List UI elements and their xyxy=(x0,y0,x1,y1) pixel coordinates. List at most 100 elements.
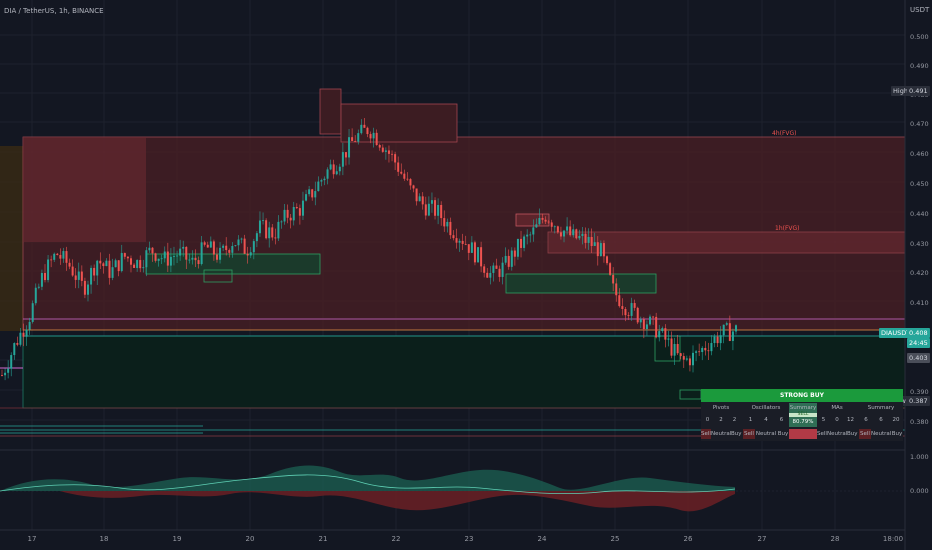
candle-body xyxy=(194,257,197,261)
green-ob-2 xyxy=(505,273,657,294)
candle-body xyxy=(274,237,277,239)
candle-body xyxy=(618,295,621,307)
candle-body xyxy=(624,308,627,316)
candle-body xyxy=(268,227,271,239)
candle-body xyxy=(581,233,584,237)
candle-body xyxy=(627,315,630,316)
pivots-buy-count: 2 xyxy=(732,417,737,423)
candle-body xyxy=(655,316,658,338)
candle-body xyxy=(4,372,7,376)
candle-body xyxy=(559,232,562,237)
candle-body xyxy=(633,303,636,308)
osc-neutral-label: Neutral xyxy=(755,431,777,437)
candle-body xyxy=(621,306,624,309)
candle-body xyxy=(136,260,139,268)
price-tick: 0.380 xyxy=(910,418,929,426)
candle-body xyxy=(246,253,249,256)
pivots-neutral-label: Neutral xyxy=(711,431,732,437)
candle-body xyxy=(50,259,53,261)
center-top: SELL xyxy=(789,412,817,417)
candle-body xyxy=(400,171,403,174)
candle-body xyxy=(16,343,19,345)
hdr-summary-center: Summary xyxy=(789,403,817,413)
mas-buy-label: Buy xyxy=(847,431,858,437)
candle-body xyxy=(645,324,648,330)
candle-body xyxy=(415,188,418,202)
time-tick: 23 xyxy=(464,535,474,543)
candle-body xyxy=(593,242,596,246)
candle-body xyxy=(169,256,172,266)
high-label: High xyxy=(891,86,910,96)
candle-body xyxy=(440,204,443,219)
candle-body xyxy=(289,217,292,221)
price-tick: 0.500 xyxy=(910,33,929,41)
candle-body xyxy=(53,253,56,260)
candle-body xyxy=(295,207,298,209)
candle-body xyxy=(25,329,28,337)
candle-body xyxy=(326,169,329,179)
candle-body xyxy=(341,152,344,167)
candle-body xyxy=(569,226,572,236)
indicator-tick-zero: 0.000 xyxy=(910,487,929,495)
candle-body xyxy=(228,250,231,253)
candle-body xyxy=(578,236,581,239)
candle-body xyxy=(99,260,102,264)
candle-body xyxy=(314,191,317,198)
candle-body xyxy=(292,207,295,221)
candle-body xyxy=(731,331,734,341)
candle-body xyxy=(464,243,467,245)
candle-body xyxy=(62,251,65,259)
candle-body xyxy=(477,247,480,263)
candle-body xyxy=(639,319,642,323)
candle-body xyxy=(163,251,166,259)
symbol-header[interactable]: DIA / TetherUS, 1h, BINANCE xyxy=(4,7,104,15)
candle-body xyxy=(262,220,265,222)
candle-body xyxy=(231,246,234,253)
candle-body xyxy=(516,238,519,257)
candle-body xyxy=(455,238,458,243)
candle-body xyxy=(34,287,37,304)
currency-label: USDT xyxy=(910,6,930,14)
candle-body xyxy=(108,260,111,278)
candle-body xyxy=(612,274,615,284)
candle-body xyxy=(722,324,725,336)
candle-body xyxy=(602,243,605,257)
candle-body xyxy=(344,152,347,158)
candle-body xyxy=(366,127,369,135)
time-tick: 24 xyxy=(537,535,547,543)
osc-sell-label: Sell xyxy=(743,429,755,439)
candle-body xyxy=(22,332,25,337)
candle-body xyxy=(535,224,538,228)
candle-body xyxy=(323,178,326,181)
candle-body xyxy=(258,220,261,234)
candle-body xyxy=(65,251,68,263)
candle-body xyxy=(80,271,83,281)
candle-body xyxy=(394,154,397,163)
candle-body xyxy=(298,208,301,216)
candle-body xyxy=(74,275,77,280)
summary-neutral-label: Neutral xyxy=(871,431,892,437)
candle-body xyxy=(375,132,378,146)
candle-body xyxy=(434,200,437,216)
candle-body xyxy=(348,137,351,158)
mas-sell-label: Sell xyxy=(817,431,827,437)
candle-body xyxy=(332,164,335,175)
candle-body xyxy=(93,267,96,276)
candle-body xyxy=(566,226,569,231)
osc-buy-label: Buy xyxy=(777,431,789,437)
candle-body xyxy=(707,350,710,352)
candle-body xyxy=(40,272,43,287)
candle-body xyxy=(351,137,354,141)
candle-body xyxy=(526,234,529,237)
oscillator-red xyxy=(60,491,735,512)
candle-body xyxy=(212,241,215,255)
candle-body xyxy=(710,343,713,352)
candle-body xyxy=(664,328,667,340)
candle-body xyxy=(68,262,71,267)
candle-body xyxy=(397,162,400,172)
candle-body xyxy=(470,242,473,253)
candle-body xyxy=(188,259,191,261)
center-value: 80.79% xyxy=(789,417,817,427)
hdr-mas: MAs xyxy=(831,405,843,411)
